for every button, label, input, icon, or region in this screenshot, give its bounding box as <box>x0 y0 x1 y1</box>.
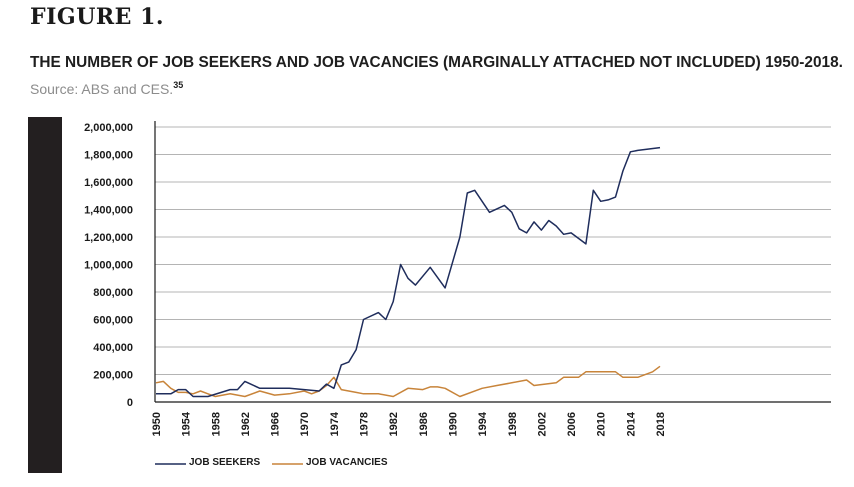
y-tick-label: 1,400,000 <box>84 205 133 217</box>
x-tick-label: 1986 <box>418 412 430 436</box>
x-tick-label: 1982 <box>388 412 400 436</box>
y-tick-label: 200,000 <box>93 370 133 382</box>
decorative-sidebar-bar <box>28 117 62 473</box>
x-tick-label: 2002 <box>536 412 548 436</box>
x-tick-label: 1954 <box>181 411 193 436</box>
chart-title: THE NUMBER OF JOB SEEKERS AND JOB VACANC… <box>30 51 850 101</box>
gridlines <box>155 126 831 375</box>
y-tick-label: 800,000 <box>93 287 133 299</box>
series-line-job-seekers <box>156 146 661 398</box>
x-tick-label: 1994 <box>477 411 489 436</box>
y-tick-label: 1,600,000 <box>84 177 133 189</box>
y-tick-label: 1,800,000 <box>84 150 133 162</box>
x-tick-label: 1974 <box>329 411 341 436</box>
x-tick-label: 1990 <box>447 412 459 436</box>
x-tick-label: 1966 <box>270 412 282 436</box>
y-tick-label: 1,200,000 <box>84 232 133 244</box>
x-tick-label: 1962 <box>240 412 252 436</box>
x-tick-label: 1970 <box>299 412 311 436</box>
x-axis: 1950 1954 1958 1962 1966 1970 1974 1978 1982 1986… <box>151 401 831 436</box>
y-tick-label: 400,000 <box>93 342 133 354</box>
y-tick-label: 1,000,000 <box>84 260 133 272</box>
y-tick-label: 600,000 <box>93 315 133 327</box>
legend: JOB SEEKERS JOB VACANCIES <box>155 457 388 468</box>
y-tick-label: 2,000,000 <box>84 122 133 134</box>
x-tick-label: 1998 <box>507 412 519 436</box>
x-tick-label: 2018 <box>655 412 667 436</box>
source-text: Source: ABS and CES. <box>30 81 174 98</box>
footnote-marker: 35 <box>173 80 184 90</box>
series-layer <box>155 146 661 398</box>
x-tick-label: 2006 <box>566 412 578 436</box>
figure-label: FIGURE 1. <box>30 4 165 30</box>
x-tick-label: 1978 <box>359 412 371 436</box>
legend-item-job-seekers-label: JOB SEEKERS <box>189 457 260 468</box>
chart-title-text: THE NUMBER OF JOB SEEKERS AND JOB VACANC… <box>30 54 843 71</box>
x-tick-label: 2010 <box>596 412 608 436</box>
x-tick-label: 2014 <box>625 411 637 436</box>
y-tick-label: 0 <box>127 397 133 409</box>
x-tick-label: 1950 <box>151 412 163 436</box>
series-line-job-vacancies <box>155 365 661 398</box>
x-tick-label: 1958 <box>210 412 222 436</box>
legend-item-job-vacancies-label: JOB VACANCIES <box>306 457 388 468</box>
y-axis: 0 200,000 400,000 600,000 800,000 1,000,000 1,… <box>84 121 156 409</box>
